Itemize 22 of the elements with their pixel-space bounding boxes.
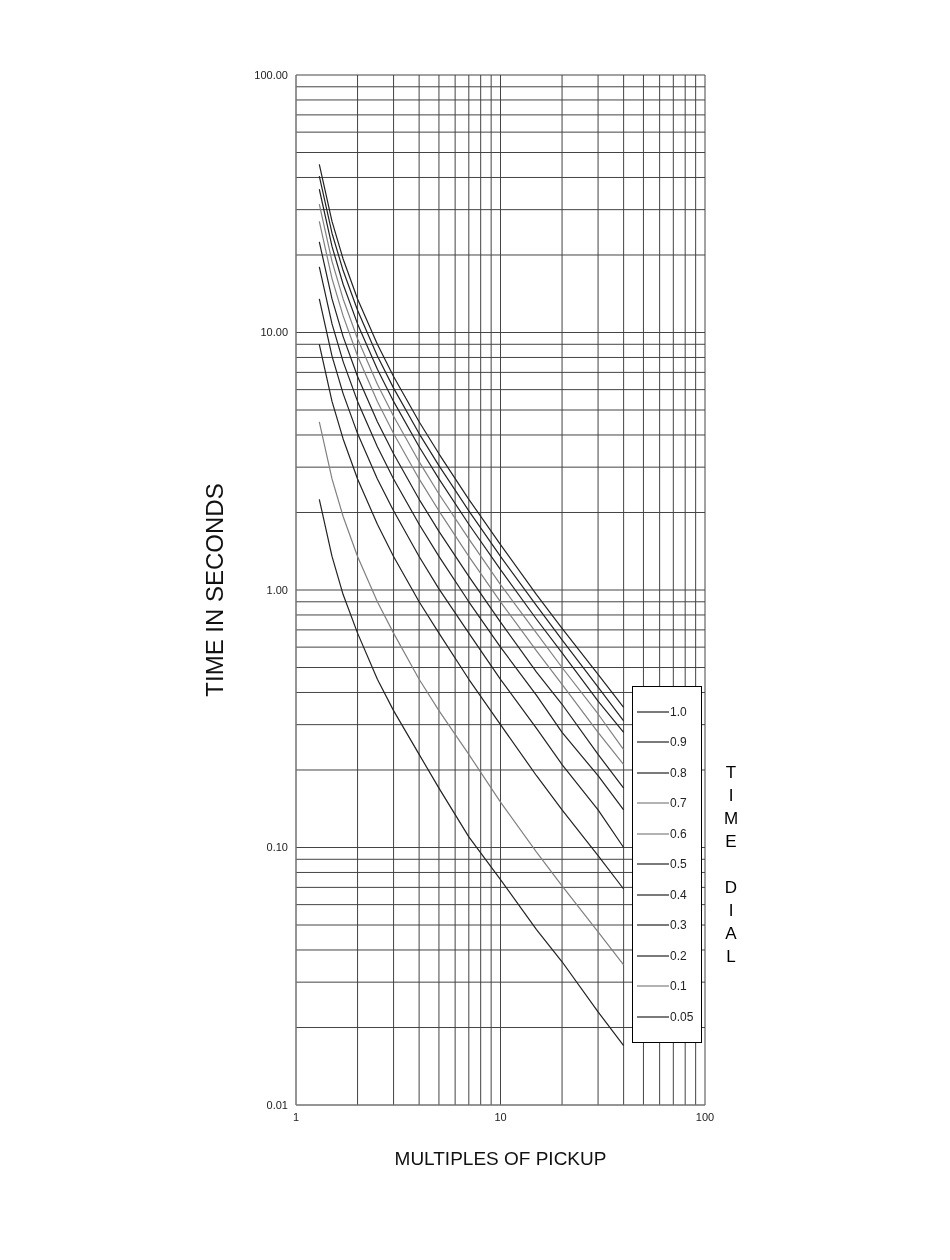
- legend-label: 1.0: [670, 704, 687, 719]
- legend-label: 0.5: [670, 857, 687, 872]
- x-tick-label: 1: [292, 1110, 300, 1123]
- x-tick-label: 100: [695, 1110, 715, 1123]
- y-tick-label: 1.00: [266, 583, 288, 596]
- legend-label: 0.8: [670, 765, 687, 780]
- x-tick-label: 10: [494, 1110, 507, 1123]
- y-tick-label: 0.01: [266, 1098, 288, 1111]
- legend-label: 0.6: [670, 826, 687, 841]
- legend-label: 0.3: [670, 918, 687, 933]
- y-tick-label: 0.10: [266, 841, 288, 854]
- legend-label: 0.7: [670, 796, 687, 811]
- y-axis-title: TIME IN SECONDS: [200, 483, 228, 697]
- y-tick-label: 100.00: [254, 68, 288, 81]
- legend-label: 0.9: [670, 735, 687, 750]
- legend-label: 0.1: [670, 979, 687, 994]
- legend-label: 0.2: [670, 948, 687, 963]
- x-axis-title: MULTIPLES OF PICKUP: [394, 1148, 607, 1169]
- legend-label: 0.05: [670, 1009, 694, 1024]
- y-tick-label: 10.00: [260, 326, 288, 339]
- text: TIME DIAL: [724, 762, 739, 966]
- legend-label: 0.4: [670, 887, 687, 902]
